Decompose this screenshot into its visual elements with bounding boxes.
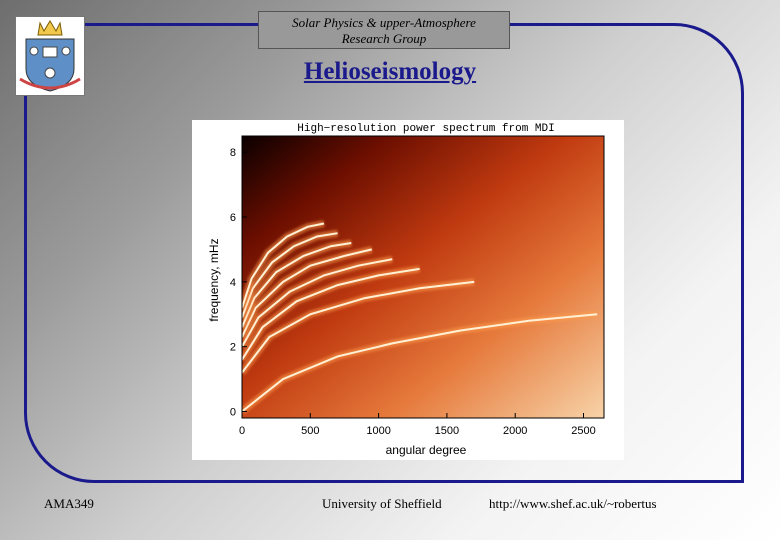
research-group-box: Solar Physics & upper-Atmosphere Researc…: [258, 11, 510, 49]
ridge-line: [242, 248, 373, 338]
ridge-line: [242, 267, 420, 361]
ridge-line: [242, 313, 598, 413]
footer-course: AMA349: [44, 496, 94, 511]
y-tick-label: 0: [230, 407, 236, 419]
ridge-line: [242, 280, 475, 374]
university-crest-logo: [15, 16, 85, 96]
x-tick-label: 0: [239, 425, 245, 437]
chart-title: High−resolution power spectrum from MDI: [297, 123, 554, 135]
x-tick-label: 1500: [435, 425, 459, 437]
x-tick-label: 2000: [503, 425, 527, 437]
ridge-layer: [242, 220, 598, 415]
footer-university: University of Sheffield: [322, 496, 442, 511]
x-axis: 0 500 1000 1500 2000 2500: [239, 413, 596, 437]
y-axis-label: frequency, mHz: [207, 238, 221, 321]
x-tick-label: 500: [301, 425, 319, 437]
slide-title: Helioseismology: [303, 58, 477, 85]
y-tick-label: 4: [230, 277, 236, 289]
y-tick-label: 2: [230, 342, 236, 354]
power-spectrum-figure: High−resolution power spectrum from MDI …: [192, 120, 624, 460]
group-line-2: Research Group: [341, 31, 427, 46]
x-tick-label: 2500: [571, 425, 595, 437]
y-tick-label: 6: [230, 212, 236, 224]
x-tick-label: 1000: [366, 425, 390, 437]
ridge-line: [242, 222, 325, 309]
power-spectrum-chart: High−resolution power spectrum from MDI …: [207, 123, 605, 457]
footer-url[interactable]: http://www.shef.ac.uk/~robertus: [489, 496, 657, 511]
x-axis-label: angular degree: [386, 443, 467, 457]
y-tick-label: 8: [230, 147, 236, 159]
group-line-1: Solar Physics & upper-Atmosphere: [292, 15, 476, 30]
y-axis: 0 2 4 6 8: [230, 147, 247, 419]
ridge-line: [242, 232, 338, 318]
ridge-line: [242, 242, 352, 328]
plot-border: [241, 135, 605, 419]
ridge-line: [242, 258, 393, 348]
